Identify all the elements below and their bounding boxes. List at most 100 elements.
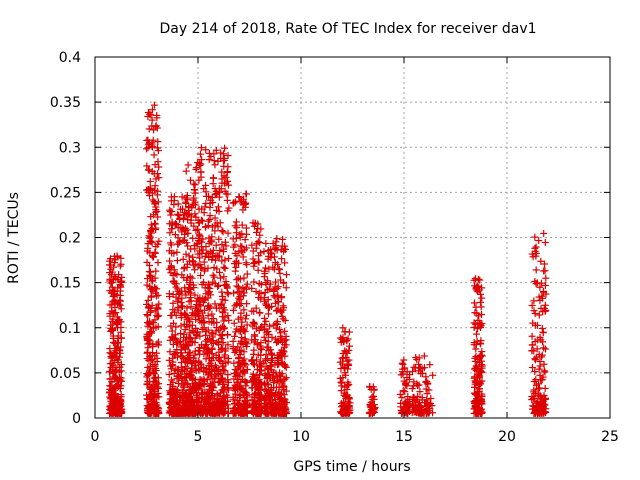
data-point (167, 365, 175, 373)
data-point (145, 125, 153, 133)
data-point (202, 399, 210, 407)
data-point (281, 327, 289, 335)
data-point (106, 360, 114, 368)
data-point (261, 370, 269, 378)
data-point (240, 367, 248, 375)
data-point (236, 293, 244, 301)
data-point (187, 371, 195, 379)
data-point (232, 218, 240, 226)
data-point (169, 299, 177, 307)
data-point (150, 101, 158, 109)
data-point (165, 370, 173, 378)
data-point (184, 409, 192, 417)
data-point (221, 144, 229, 152)
data-point (173, 257, 181, 265)
data-point (239, 403, 247, 411)
data-point (342, 353, 350, 361)
data-point (150, 409, 158, 417)
data-point (262, 393, 270, 401)
data-point (215, 253, 223, 261)
data-point (268, 250, 276, 258)
data-point (204, 264, 212, 272)
data-point (206, 402, 214, 410)
data-point (218, 257, 226, 265)
data-point (255, 289, 263, 297)
data-point (208, 390, 216, 398)
data-point (248, 336, 256, 344)
data-point (188, 312, 196, 320)
data-point (340, 398, 348, 406)
data-point (188, 338, 196, 346)
data-point (184, 380, 192, 388)
data-point (153, 114, 161, 122)
data-point (178, 367, 186, 375)
data-point (278, 312, 286, 320)
data-point (224, 152, 232, 160)
data-point (151, 186, 159, 194)
data-point (242, 315, 250, 323)
data-point (147, 403, 155, 411)
data-point (254, 238, 262, 246)
data-point (168, 361, 176, 369)
data-point (217, 389, 225, 397)
data-point (117, 409, 125, 417)
data-point (106, 405, 114, 413)
data-point (172, 323, 180, 331)
data-point (175, 372, 183, 380)
data-point (240, 274, 248, 282)
data-point (257, 351, 265, 359)
data-point (538, 324, 546, 332)
data-point (242, 378, 250, 386)
data-point (264, 328, 272, 336)
data-point (274, 376, 282, 384)
data-point (209, 339, 217, 347)
data-point (243, 270, 251, 278)
data-point (422, 373, 430, 381)
x-tick-label: 0 (91, 429, 100, 445)
data-point (110, 373, 118, 381)
data-point (201, 284, 209, 292)
data-point (198, 238, 206, 246)
data-point (243, 366, 251, 374)
data-point (151, 274, 159, 282)
data-point (339, 324, 347, 332)
data-point (183, 239, 191, 247)
data-point (197, 360, 205, 368)
x-tick-label: 5 (194, 429, 203, 445)
data-point (268, 333, 276, 341)
data-point (198, 205, 206, 213)
data-point (167, 262, 175, 270)
data-point (276, 395, 284, 403)
data-point (116, 291, 124, 299)
data-point (149, 253, 157, 261)
data-point (400, 356, 408, 364)
data-point (220, 263, 228, 271)
data-point (235, 294, 243, 302)
data-point (185, 288, 193, 296)
data-point (279, 360, 287, 368)
data-point (190, 281, 198, 289)
data-point (114, 284, 122, 292)
data-point (180, 265, 188, 273)
data-point (114, 382, 122, 390)
data-point (237, 338, 245, 346)
data-point (338, 360, 346, 368)
data-point (198, 156, 206, 164)
data-point (199, 380, 207, 388)
data-point (192, 226, 200, 234)
data-point (106, 312, 114, 320)
data-point (198, 381, 206, 389)
data-point (256, 309, 264, 317)
data-point (224, 371, 232, 379)
data-point (150, 198, 158, 206)
data-point (185, 206, 193, 214)
data-point (169, 340, 177, 348)
data-point (147, 111, 155, 119)
data-point (273, 235, 281, 243)
data-point (263, 329, 271, 337)
data-point (208, 310, 216, 318)
x-tick-label: 10 (292, 429, 310, 445)
data-point (146, 282, 154, 290)
data-point (243, 280, 251, 288)
data-point (152, 267, 160, 275)
